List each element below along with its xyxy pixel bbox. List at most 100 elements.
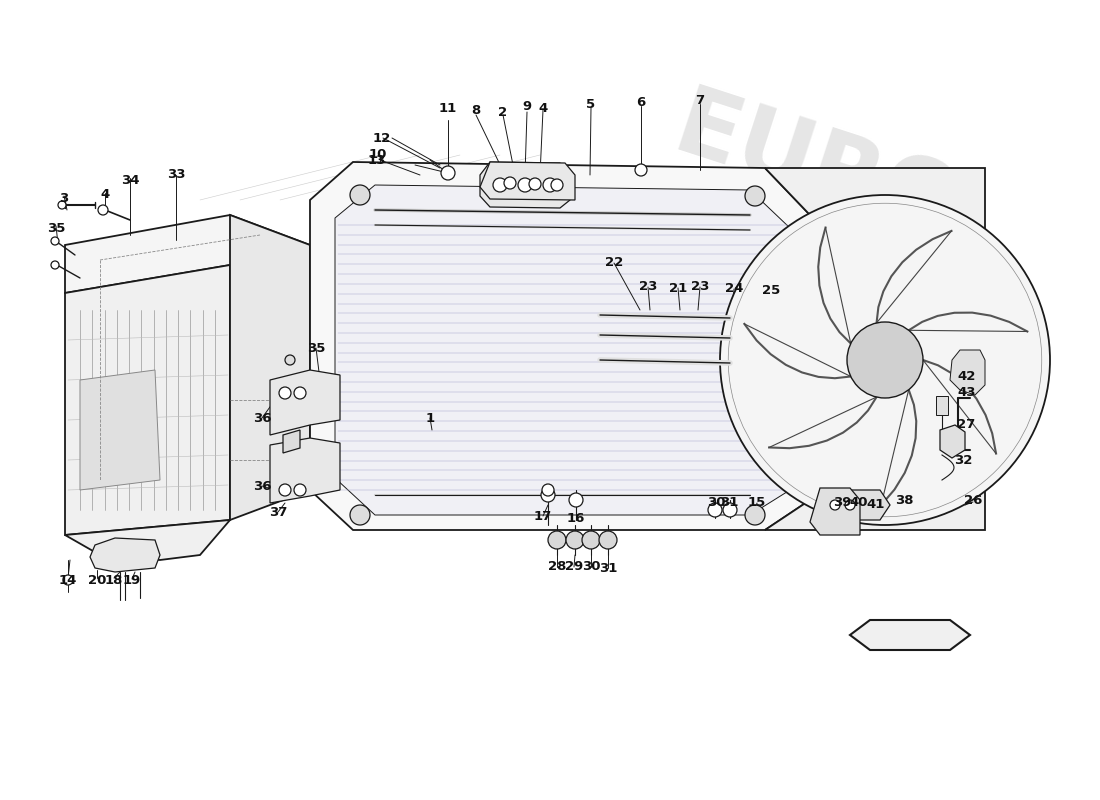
Circle shape	[551, 179, 563, 191]
Polygon shape	[310, 162, 810, 530]
Circle shape	[51, 261, 59, 269]
Text: 34: 34	[121, 174, 140, 186]
Text: 32: 32	[954, 454, 972, 466]
Text: 20: 20	[88, 574, 107, 586]
Text: 6: 6	[637, 97, 646, 110]
Circle shape	[441, 166, 455, 180]
Circle shape	[350, 505, 370, 525]
Circle shape	[350, 185, 370, 205]
Polygon shape	[480, 162, 575, 200]
Text: 1985: 1985	[690, 366, 870, 474]
Circle shape	[745, 186, 764, 206]
Polygon shape	[830, 490, 890, 520]
Circle shape	[51, 237, 59, 245]
Circle shape	[98, 205, 108, 215]
Text: 36: 36	[253, 479, 272, 493]
Text: 11: 11	[439, 102, 458, 115]
Text: 28: 28	[548, 561, 566, 574]
Text: 35: 35	[47, 222, 65, 234]
Text: 23: 23	[639, 281, 657, 294]
Circle shape	[720, 195, 1050, 525]
Text: 10: 10	[368, 149, 387, 162]
Polygon shape	[336, 185, 790, 515]
Text: 41: 41	[867, 498, 886, 510]
Text: EURO
SPARES: EURO SPARES	[576, 62, 1024, 378]
Text: 16: 16	[566, 511, 585, 525]
Polygon shape	[270, 370, 340, 435]
Text: 26: 26	[964, 494, 982, 506]
Text: 31: 31	[598, 562, 617, 574]
Polygon shape	[230, 215, 310, 520]
Circle shape	[541, 488, 556, 502]
Text: 40: 40	[849, 497, 868, 510]
Text: 29: 29	[565, 561, 583, 574]
Polygon shape	[65, 520, 230, 560]
Circle shape	[543, 178, 557, 192]
Polygon shape	[90, 538, 160, 572]
Circle shape	[600, 531, 617, 549]
Polygon shape	[850, 620, 970, 650]
Circle shape	[745, 505, 764, 525]
Polygon shape	[65, 215, 310, 295]
Circle shape	[63, 575, 73, 585]
Circle shape	[493, 178, 507, 192]
Circle shape	[723, 503, 737, 517]
Circle shape	[548, 531, 566, 549]
Polygon shape	[950, 350, 984, 395]
Polygon shape	[65, 265, 230, 535]
Text: 14: 14	[58, 574, 77, 586]
Polygon shape	[283, 430, 300, 453]
Polygon shape	[764, 168, 985, 530]
Circle shape	[518, 178, 532, 192]
Circle shape	[847, 322, 923, 398]
Text: 3: 3	[59, 191, 68, 205]
Text: 17: 17	[534, 510, 552, 522]
Circle shape	[285, 355, 295, 365]
Circle shape	[294, 387, 306, 399]
Text: 18: 18	[104, 574, 123, 586]
Text: 27: 27	[957, 418, 975, 431]
Text: 13: 13	[367, 154, 386, 166]
Circle shape	[830, 500, 840, 510]
Text: 9: 9	[522, 101, 531, 114]
Text: 30: 30	[582, 561, 601, 574]
Text: 22: 22	[605, 257, 623, 270]
Circle shape	[279, 484, 292, 496]
Text: 5: 5	[586, 98, 595, 111]
Text: 39: 39	[833, 497, 851, 510]
Circle shape	[569, 493, 583, 507]
Text: 7: 7	[695, 94, 705, 107]
Circle shape	[708, 503, 722, 517]
Circle shape	[529, 178, 541, 190]
Text: 31: 31	[719, 497, 738, 510]
Circle shape	[58, 201, 66, 209]
Text: 2: 2	[498, 106, 507, 118]
Polygon shape	[80, 370, 160, 490]
Circle shape	[279, 387, 292, 399]
Circle shape	[294, 484, 306, 496]
Text: 12: 12	[373, 131, 392, 145]
Text: 25: 25	[762, 285, 780, 298]
Circle shape	[582, 531, 600, 549]
Circle shape	[845, 500, 855, 510]
Circle shape	[566, 531, 584, 549]
Text: 19: 19	[123, 574, 141, 587]
Text: 35: 35	[307, 342, 326, 354]
Text: 8: 8	[472, 103, 481, 117]
Text: 4: 4	[100, 189, 110, 202]
Text: 1: 1	[426, 411, 434, 425]
Text: 21: 21	[669, 282, 688, 294]
Polygon shape	[270, 438, 340, 503]
Text: 15: 15	[748, 497, 766, 510]
Circle shape	[635, 164, 647, 176]
Polygon shape	[810, 488, 860, 535]
Circle shape	[542, 484, 554, 496]
Text: 42: 42	[958, 370, 976, 382]
Text: a passion for parts: a passion for parts	[374, 483, 685, 517]
Text: 24: 24	[725, 282, 744, 295]
Polygon shape	[480, 162, 570, 208]
Polygon shape	[940, 425, 965, 458]
Text: 30: 30	[706, 497, 725, 510]
Text: 43: 43	[958, 386, 977, 399]
Text: 36: 36	[253, 411, 272, 425]
